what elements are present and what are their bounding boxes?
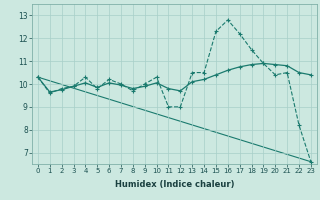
X-axis label: Humidex (Indice chaleur): Humidex (Indice chaleur) xyxy=(115,180,234,189)
